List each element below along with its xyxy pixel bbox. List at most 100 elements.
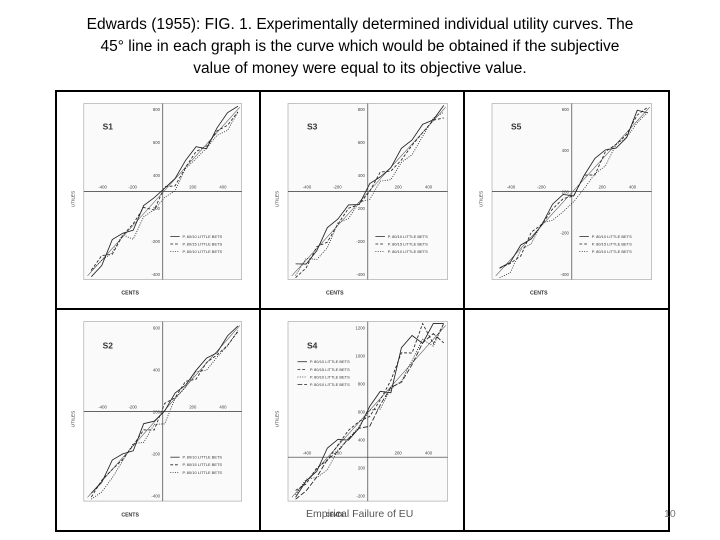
legend-label: P. 80/15 LITTLE BETS xyxy=(388,241,428,246)
legend-label: P. 80/10 LITTLE BETS xyxy=(183,249,223,254)
grid-divider-v2 xyxy=(463,92,465,530)
y-tick-label: 200 xyxy=(358,206,366,211)
x-tick-label: -400 xyxy=(98,404,107,409)
grid-divider-v1 xyxy=(259,92,261,530)
utility-curve xyxy=(295,111,445,276)
utility-curve xyxy=(91,325,239,494)
subject-label: S4 xyxy=(307,340,318,350)
y-tick-label: 200 xyxy=(153,409,161,414)
empty-panel xyxy=(467,312,665,526)
x-tick-label: 400 xyxy=(219,185,227,190)
subject-label: S1 xyxy=(103,122,114,132)
plot-svg: S5 600 400 200 -200 -400 -400 -200 200 400 CENTS UT… xyxy=(478,103,652,297)
footer-text: Empirical Failure of EU xyxy=(306,508,414,520)
utility-plot-s2: S2 600 400 200 -200 -400 -400 -200 200 400 CENTS UT… xyxy=(65,314,253,524)
utility-curve xyxy=(295,332,445,500)
utility-curve xyxy=(295,117,444,278)
x-tick-label: 400 xyxy=(425,450,433,455)
title-line-3: value of money were equal to its objecti… xyxy=(193,60,527,77)
utility-curve xyxy=(91,105,239,278)
x-tick-label: 200 xyxy=(189,185,197,190)
utility-plot-s5: S5 600 400 200 -200 -400 -400 -200 200 400 CENTS UT… xyxy=(473,96,663,302)
utility-curve xyxy=(295,323,445,496)
y-tick-label: 600 xyxy=(358,409,366,414)
subject-label: S5 xyxy=(511,122,522,132)
x-axis-label: CENTS xyxy=(326,512,344,518)
x-tick-label: -400 xyxy=(507,185,516,190)
x-tick-label: 200 xyxy=(599,185,607,190)
utility-curve xyxy=(499,109,648,269)
y-axis-label: UTILES xyxy=(70,411,76,428)
y-tick-label: -200 xyxy=(151,239,160,244)
utility-plot-s4: S4 1200 1000 800 600 400 200 -200 -400 -200 200 400… xyxy=(269,314,459,524)
reference-45-line xyxy=(495,107,650,276)
legend-label: P. 80/10 LITTLE BETS xyxy=(310,374,350,379)
reference-45-line xyxy=(291,107,446,276)
x-tick-label: -200 xyxy=(128,404,137,409)
y-tick-label: 800 xyxy=(358,107,366,112)
y-tick-label: -400 xyxy=(356,272,365,277)
y-tick-label: 400 xyxy=(562,148,570,153)
y-axis-label: UTILES xyxy=(70,191,75,207)
legend-label: P. 80/15 LITTLE BETS xyxy=(183,462,223,467)
y-tick-label: 400 xyxy=(358,173,366,178)
x-tick-label: 200 xyxy=(395,450,403,455)
utility-curve xyxy=(90,331,239,498)
x-tick-label: -200 xyxy=(537,185,546,190)
y-tick-label: 200 xyxy=(562,189,570,194)
page-number: 10 xyxy=(664,508,676,520)
x-axis-label: CENTS xyxy=(326,291,344,297)
y-tick-label: -200 xyxy=(151,451,160,456)
y-tick-label: -400 xyxy=(560,272,569,277)
utility-plot-s1: S1 800 600 400 200 -200 -400 -400 -200 200 400 CENT… xyxy=(65,96,253,302)
x-tick-label: -400 xyxy=(303,185,312,190)
y-tick-label: -400 xyxy=(151,493,160,498)
legend-label: P. 80/15 LITTLE BETS xyxy=(310,367,350,372)
legend-label: P. 80/10 LITTLE BETS xyxy=(592,249,632,254)
legend-label: P. 80/10 LITTLE BETS xyxy=(183,455,223,460)
plot-svg: S2 600 400 200 -200 -400 -400 -200 200 400 CENTS UT… xyxy=(70,321,243,518)
figure-grid: S1 800 600 400 200 -200 -400 -400 -200 200 400 CENT… xyxy=(55,90,670,532)
utility-plot-s3: S3 800 600 400 200 -200 -400 -400 -200 200 400 CENT… xyxy=(269,96,459,302)
x-tick-label: 400 xyxy=(219,404,227,409)
y-tick-label: -200 xyxy=(356,493,365,498)
y-tick-label: -200 xyxy=(356,239,365,244)
utility-curve xyxy=(91,111,239,271)
x-tick-label: 200 xyxy=(395,185,403,190)
x-tick-label: 400 xyxy=(629,185,637,190)
y-tick-label: 600 xyxy=(562,107,570,112)
plot-svg: S3 800 600 400 200 -200 -400 -400 -200 200 400 CENT… xyxy=(274,103,448,297)
title-line-2: 45° line in each graph is the curve whic… xyxy=(100,38,620,55)
y-tick-label: 600 xyxy=(153,325,161,330)
x-tick-label: 200 xyxy=(189,404,197,409)
x-axis-label: CENTS xyxy=(121,291,139,297)
utility-curve xyxy=(499,106,649,269)
x-axis-label: CENTS xyxy=(121,512,139,518)
plot-svg: S1 800 600 400 200 -200 -400 -400 -200 200 400 CENT… xyxy=(70,103,243,297)
legend-label: P. 80/10 LITTLE BETS xyxy=(310,382,350,387)
utility-curve xyxy=(295,322,445,491)
subject-label: S3 xyxy=(307,122,318,132)
x-tick-label: 400 xyxy=(425,185,433,190)
title-line-1: Edwards (1955): FIG. 1. Experimentally d… xyxy=(86,16,634,33)
y-axis-label: UTILES xyxy=(274,191,279,207)
y-axis-label: UTILES xyxy=(275,411,281,428)
y-tick-label: -400 xyxy=(151,272,160,277)
x-tick-label: -400 xyxy=(98,185,107,190)
y-tick-label: 400 xyxy=(358,437,366,442)
y-tick-label: 600 xyxy=(358,140,366,145)
x-tick-label: -200 xyxy=(128,185,137,190)
legend-label: P. 80/10 LITTLE BETS xyxy=(183,470,223,475)
legend-label: P. 80/15 LITTLE BETS xyxy=(183,241,223,246)
legend-label: P. 80/10 LITTLE BETS xyxy=(388,234,428,239)
y-tick-label: 600 xyxy=(153,140,161,145)
y-tick-label: -200 xyxy=(560,231,569,236)
x-axis-label: CENTS xyxy=(530,291,548,297)
slide-title: Edwards (1955): FIG. 1. Experimentally d… xyxy=(40,14,680,80)
legend-label: P. 80/10 LITTLE BETS xyxy=(310,359,350,364)
utility-curve xyxy=(295,323,444,498)
x-tick-label: -400 xyxy=(303,450,312,455)
y-tick-label: 400 xyxy=(153,173,161,178)
y-tick-label: 800 xyxy=(358,381,366,386)
y-tick-label: 200 xyxy=(358,465,366,470)
